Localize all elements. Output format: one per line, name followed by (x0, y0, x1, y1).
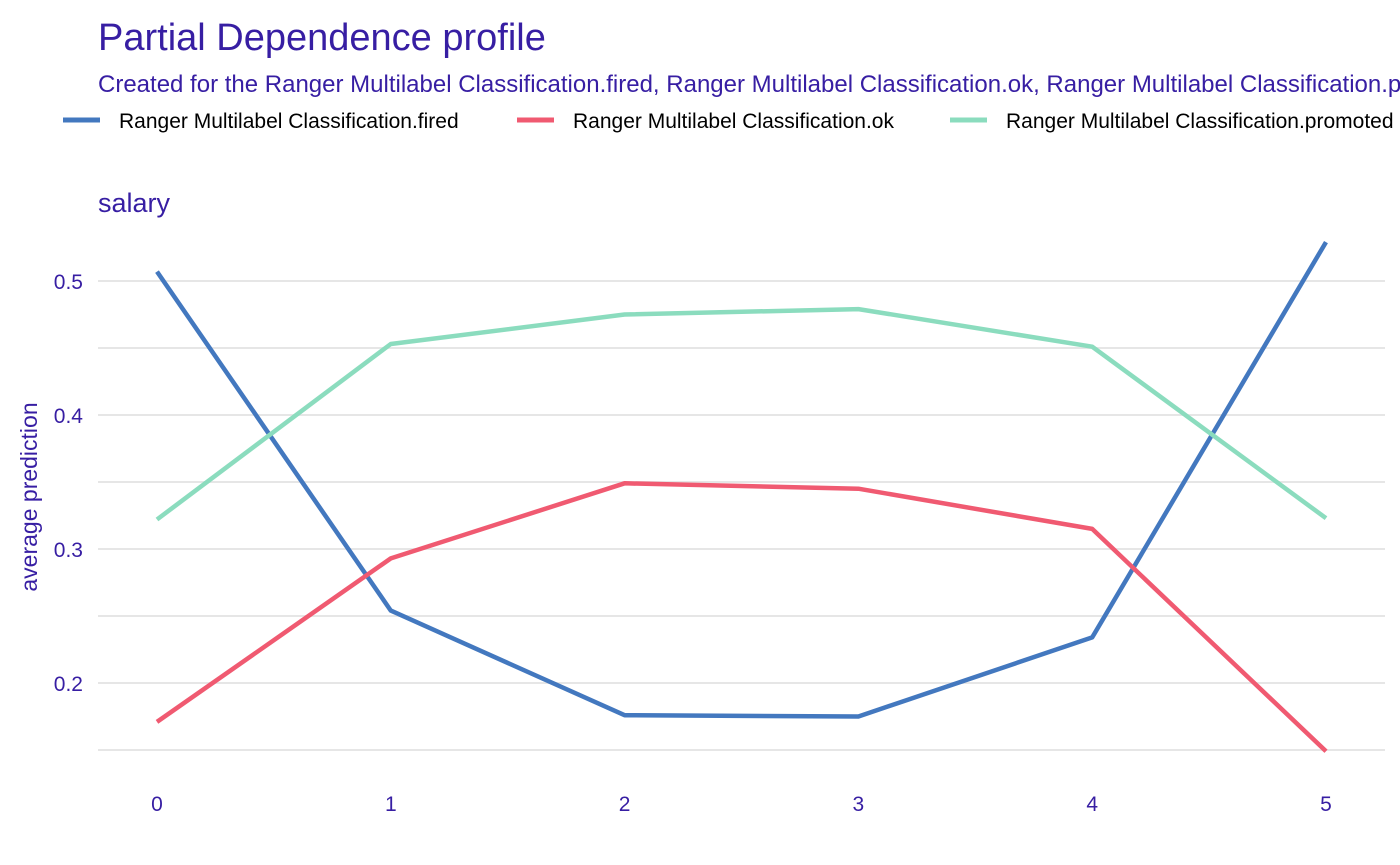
chart-subtitle: Created for the Ranger Multilabel Classi… (98, 71, 1400, 98)
x-tick-label: 3 (853, 793, 865, 816)
gridlines (98, 280, 1385, 751)
chart-title: Partial Dependence profile (98, 17, 546, 59)
panel-title: salary (98, 188, 171, 218)
y-tick-label: 0.3 (54, 539, 83, 562)
x-tick-label: 0 (151, 793, 163, 816)
series-line-1 (155, 240, 1328, 719)
x-axis-ticks: 0 1 2 3 4 5 (151, 793, 1332, 816)
series-line-2 (155, 481, 1328, 753)
x-tick-label: 2 (619, 793, 631, 816)
y-axis-label: average prediction (16, 402, 42, 591)
series-line-3 (155, 306, 1328, 522)
x-tick-label: 4 (1086, 793, 1098, 816)
y-axis-ticks: 0.2 0.3 0.4 0.5 (54, 271, 84, 696)
x-tick-label: 5 (1320, 793, 1332, 816)
legend-label-3: Ranger Multilabel Classification.promote… (1006, 110, 1394, 133)
x-tick-label: 1 (385, 793, 397, 816)
legend: Ranger Multilabel Classification.fired Ra… (63, 110, 1394, 133)
y-tick-label: 0.5 (54, 271, 83, 294)
legend-label-2: Ranger Multilabel Classification.ok (573, 110, 894, 133)
series-lines (155, 240, 1328, 753)
y-tick-label: 0.2 (54, 673, 83, 696)
legend-label-1: Ranger Multilabel Classification.fired (119, 110, 459, 133)
y-tick-label: 0.4 (54, 405, 84, 428)
